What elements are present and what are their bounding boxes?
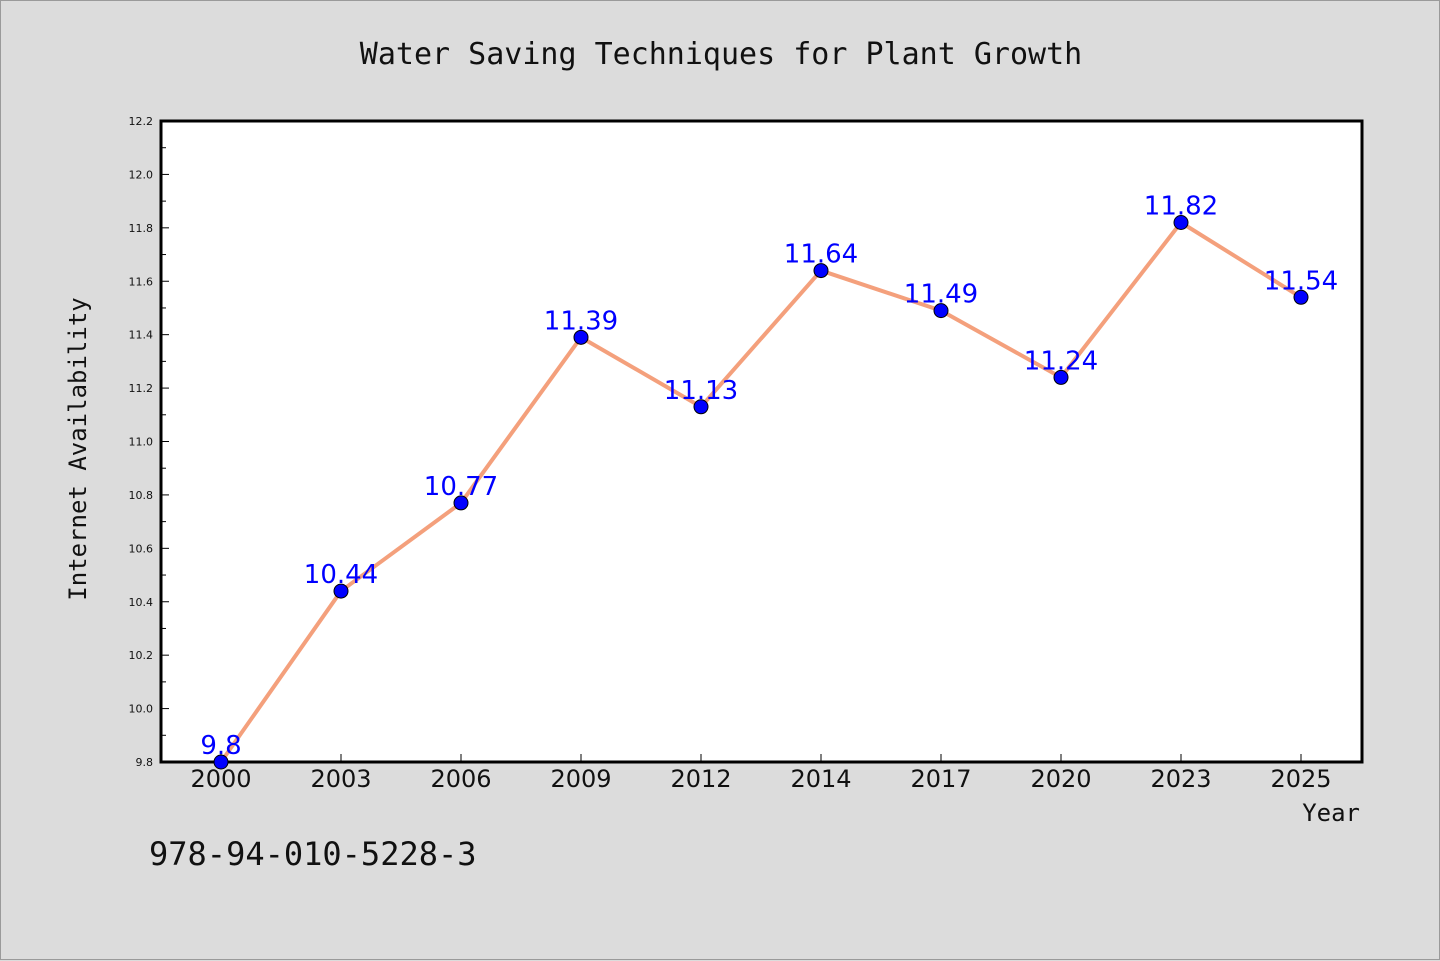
y-tick-label: 11.6 [129,275,154,288]
chart-title: Water Saving Techniques for Plant Growth [360,37,1082,72]
data-value-label: 9.8 [200,731,241,761]
y-tick-label: 11.2 [129,382,154,395]
x-tick-label: 2003 [310,765,371,793]
series-line-group [219,220,1303,764]
isbn-annotation: 978-94-010-5228-3 [149,835,477,873]
y-axis-title: Internet Availability [64,297,92,600]
x-tick-label: 2012 [670,765,731,793]
y-tick-label: 10.0 [129,703,154,716]
data-value-label: 11.82 [1144,191,1218,221]
data-value-label: 10.77 [424,472,498,502]
data-point-marker [573,329,589,345]
data-point-marker [213,754,229,770]
data-value-label: 11.13 [664,376,738,406]
x-axis-title: Year [1302,799,1360,827]
x-tick-label: 2023 [1150,765,1211,793]
y-tick-label: 10.8 [129,489,154,502]
data-point-marker [933,303,949,319]
x-axis: 2000 2003 2006 2009 2012 2014 2017 2020 2023 2025 [190,754,1332,793]
x-tick-label: 2025 [1270,765,1331,793]
data-value-label: 11.64 [784,240,858,270]
y-tick-label: 11.4 [129,329,154,342]
x-tick-label: 2017 [910,765,971,793]
data-value-label: 11.24 [1024,346,1098,376]
y-tick-label: 12.0 [129,168,154,181]
plot-area [159,119,1364,764]
x-tick-label: 2014 [790,765,851,793]
y-tick-label: 11.8 [129,222,154,235]
y-tick-label: 10.4 [129,596,154,609]
x-tick-label: 2009 [550,765,611,793]
y-axis: 9.8 10.0 10.2 10.4 10.6 10.8 11.0 11.2 11.4 11.6 1… [129,115,169,769]
y-tick-label: 11.0 [129,436,154,449]
data-point-marker [1293,289,1309,305]
data-point-marker [1053,369,1069,385]
x-tick-label: 2006 [430,765,491,793]
data-point-marker [693,399,709,415]
data-value-label: 11.39 [544,306,618,336]
y-tick-label: 10.6 [129,542,154,555]
data-point-marker [1173,214,1189,230]
y-tick-label: 12.2 [129,115,154,128]
data-labels-group: 9.8 10.44 10.77 11.39 11.13 11.64 11.49 11.24 11… [200,191,1338,761]
data-point-marker [453,495,469,511]
y-tick-label: 9.8 [136,756,154,769]
data-value-label: 11.54 [1264,266,1338,296]
x-tick-label: 2020 [1030,765,1091,793]
data-value-label: 11.49 [904,280,978,310]
y-tick-label: 10.2 [129,649,154,662]
markers-group [213,214,1309,770]
x-tick-label: 2000 [190,765,251,793]
series-line [219,220,1303,764]
data-point-marker [813,263,829,279]
data-point-marker [333,583,349,599]
data-value-label: 10.44 [304,560,378,590]
